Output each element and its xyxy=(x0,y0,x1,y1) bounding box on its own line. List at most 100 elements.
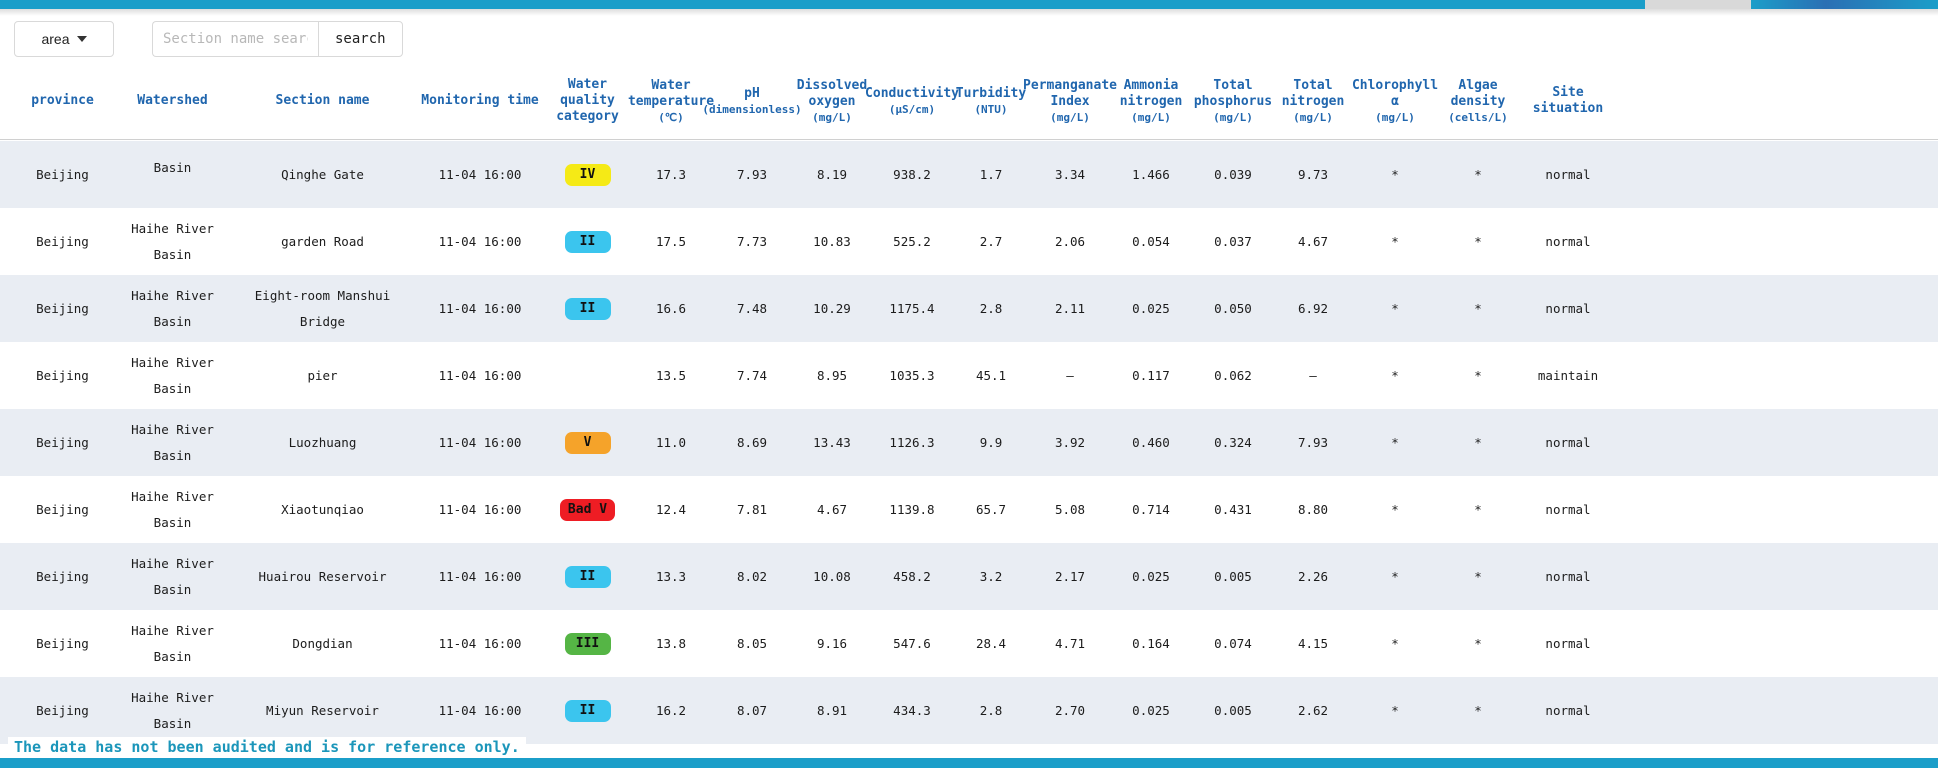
table-body: Beijing Basin Qinghe Gate 11-04 16:00 IV 17.3… xyxy=(0,141,1938,745)
cell-ammonia-nitrogen: 0.054 xyxy=(1132,233,1170,249)
cell-province: Beijing xyxy=(36,568,89,584)
cell-water-quality-category xyxy=(545,342,630,409)
cell-conductivity: 458.2 xyxy=(893,568,931,584)
cell-ph: 8.02 xyxy=(736,568,768,584)
cell-ammonia-nitrogen: 0.117 xyxy=(1132,367,1170,383)
cell-ammonia-nitrogen: 1.466 xyxy=(1132,166,1170,182)
cell-watershed: Haihe River Basin xyxy=(131,421,214,463)
cell-conductivity: 938.2 xyxy=(893,166,931,182)
cell-monitoring-time: 11-04 16:00 xyxy=(438,702,522,718)
header-watershed: Watershed xyxy=(137,92,208,108)
header-conductivity: Conductivity (μS/cm) xyxy=(865,85,959,116)
chevron-down-icon xyxy=(76,36,87,42)
table-header-row: province Watershed Section name Monitoring … xyxy=(0,62,1938,140)
cell-chlorophyll-a: * xyxy=(1391,434,1399,450)
cell-turbidity: 2.8 xyxy=(979,300,1003,316)
header-chlorophyll-a: Chlorophyll α (mg/L) xyxy=(1351,77,1439,124)
cell-site-situation: maintain xyxy=(1537,367,1599,383)
cell-total-phosphorus: 0.431 xyxy=(1214,501,1252,517)
section-search: search xyxy=(152,21,403,57)
cell-total-phosphorus: 0.037 xyxy=(1214,233,1252,249)
cell-water-temperature: 16.2 xyxy=(655,702,687,718)
cell-monitoring-time: 11-04 16:00 xyxy=(438,367,522,383)
cell-water-temperature: 16.6 xyxy=(655,300,687,316)
cell-permanganate-index: 5.08 xyxy=(1054,501,1086,517)
top-bar-dark-segment xyxy=(1751,0,1938,9)
cell-site-situation: normal xyxy=(1545,635,1591,651)
cell-turbidity: 65.7 xyxy=(975,501,1007,517)
cell-section-name: Eight-room Manshui Bridge xyxy=(254,287,391,329)
cell-total-nitrogen: 9.73 xyxy=(1297,166,1329,182)
header-algae-density: Algae density (cells/L) xyxy=(1448,77,1508,124)
cell-total-nitrogen: 2.62 xyxy=(1297,702,1329,718)
cell-chlorophyll-a: * xyxy=(1391,501,1399,517)
cell-total-nitrogen: 6.92 xyxy=(1297,300,1329,316)
cell-site-situation: normal xyxy=(1545,568,1591,584)
cell-algae-density: * xyxy=(1474,568,1482,584)
cell-watershed: Haihe River Basin xyxy=(131,622,214,664)
cell-watershed: Basin xyxy=(153,160,192,175)
cell-permanganate-index: – xyxy=(1066,367,1074,383)
toolbar: area search xyxy=(14,20,403,58)
header-turbidity: Turbidity (NTU) xyxy=(955,85,1027,116)
cell-water-temperature: 13.3 xyxy=(655,568,687,584)
cell-monitoring-time: 11-04 16:00 xyxy=(438,635,522,651)
table-row: Beijing Haihe River Basin garden Road 11-04… xyxy=(0,208,1938,275)
table-row: Beijing Basin Qinghe Gate 11-04 16:00 IV 17.3… xyxy=(0,141,1938,208)
cell-permanganate-index: 3.92 xyxy=(1054,434,1086,450)
header-total-nitrogen: Total nitrogen (mg/L) xyxy=(1281,77,1345,124)
cell-algae-density: * xyxy=(1474,635,1482,651)
cell-chlorophyll-a: * xyxy=(1391,367,1399,383)
cell-watershed: Haihe River Basin xyxy=(131,220,214,262)
cell-algae-density: * xyxy=(1474,501,1482,517)
table-row: Beijing Haihe River Basin Xiaotunqiao 11-04… xyxy=(0,476,1938,543)
cell-ph: 8.07 xyxy=(736,702,768,718)
header-water-temperature: Water temperature (℃) xyxy=(627,77,715,124)
cell-total-nitrogen: – xyxy=(1309,367,1317,383)
cell-ph: 8.69 xyxy=(736,434,768,450)
header-dissolved-oxygen: Dissolved oxygen (mg/L) xyxy=(796,77,868,124)
cell-section-name: Qinghe Gate xyxy=(281,166,364,182)
header-water-quality-category: Water quality category xyxy=(556,76,619,124)
cell-water-temperature: 17.5 xyxy=(655,233,687,249)
table-row: Beijing Haihe River Basin Huairou Reservoi… xyxy=(0,543,1938,610)
cell-chlorophyll-a: * xyxy=(1391,233,1399,249)
cell-ammonia-nitrogen: 0.025 xyxy=(1132,568,1170,584)
cell-section-name: Miyun Reservoir xyxy=(266,702,379,718)
cell-monitoring-time: 11-04 16:00 xyxy=(438,568,522,584)
cell-ammonia-nitrogen: 0.025 xyxy=(1132,300,1170,316)
cell-conductivity: 1126.3 xyxy=(889,434,935,450)
water-quality-badge: II xyxy=(564,565,611,588)
cell-province: Beijing xyxy=(36,367,89,383)
cell-total-phosphorus: 0.039 xyxy=(1214,166,1252,182)
cell-dissolved-oxygen: 10.29 xyxy=(813,300,851,316)
top-bar-shadow xyxy=(0,9,1938,16)
cell-turbidity: 2.8 xyxy=(979,702,1003,718)
cell-turbidity: 28.4 xyxy=(975,635,1007,651)
cell-ph: 7.74 xyxy=(736,367,768,383)
header-province: province xyxy=(31,92,94,108)
cell-section-name: Xiaotunqiao xyxy=(281,501,364,517)
cell-algae-density: * xyxy=(1474,233,1482,249)
cell-water-quality-category: II xyxy=(545,543,630,610)
table-row: Beijing Haihe River Basin Luozhuang 11-04 1… xyxy=(0,409,1938,476)
cell-conductivity: 525.2 xyxy=(893,233,931,249)
header-monitoring-time: Monitoring time xyxy=(421,92,539,108)
cell-permanganate-index: 2.11 xyxy=(1054,300,1086,316)
cell-monitoring-time: 11-04 16:00 xyxy=(438,501,522,517)
area-dropdown[interactable]: area xyxy=(14,21,114,57)
cell-province: Beijing xyxy=(36,434,89,450)
cell-ph: 7.73 xyxy=(736,233,768,249)
cell-algae-density: * xyxy=(1474,367,1482,383)
water-quality-badge: IV xyxy=(564,163,611,186)
water-quality-badge: III xyxy=(564,632,611,655)
cell-total-phosphorus: 0.062 xyxy=(1214,367,1252,383)
section-name-search-input[interactable] xyxy=(152,21,318,57)
cell-algae-density: * xyxy=(1474,166,1482,182)
cell-province: Beijing xyxy=(36,702,89,718)
search-button[interactable]: search xyxy=(318,21,403,57)
cell-section-name: Luozhuang xyxy=(288,434,357,450)
cell-monitoring-time: 11-04 16:00 xyxy=(438,434,522,450)
cell-ph: 7.48 xyxy=(736,300,768,316)
cell-total-nitrogen: 2.26 xyxy=(1297,568,1329,584)
